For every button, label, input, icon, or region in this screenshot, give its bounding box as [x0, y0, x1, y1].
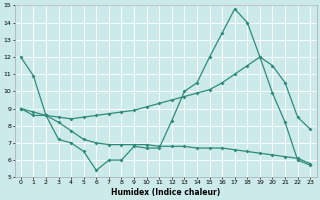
X-axis label: Humidex (Indice chaleur): Humidex (Indice chaleur) — [111, 188, 220, 197]
